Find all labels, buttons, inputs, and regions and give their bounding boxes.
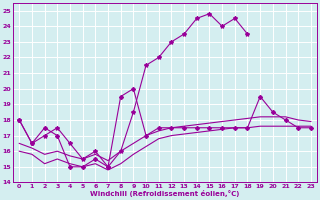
X-axis label: Windchill (Refroidissement éolien,°C): Windchill (Refroidissement éolien,°C) [90,190,240,197]
